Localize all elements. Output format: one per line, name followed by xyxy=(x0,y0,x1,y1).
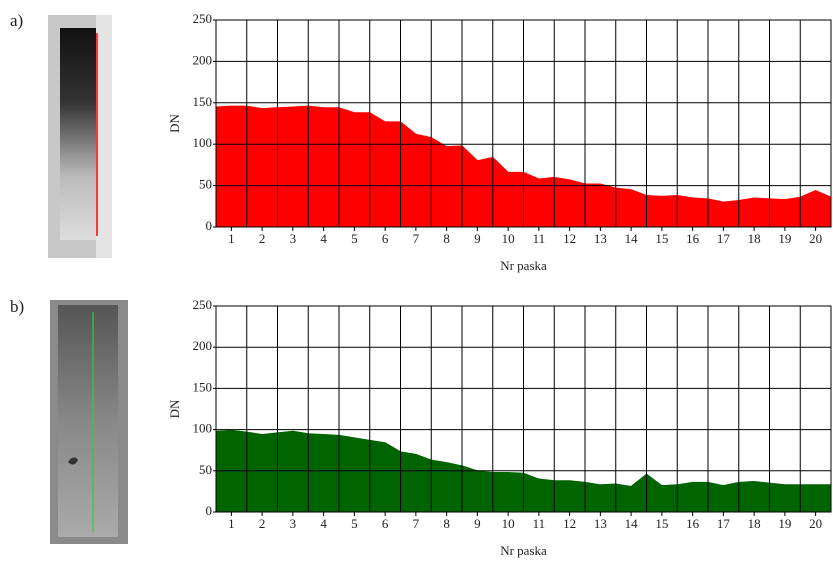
y-tick-label: 250 xyxy=(193,297,213,312)
x-tick-label: 3 xyxy=(290,231,297,246)
y-tick-label: 50 xyxy=(199,177,212,192)
x-tick-label: 4 xyxy=(320,231,327,246)
x-tick-label: 5 xyxy=(351,231,358,246)
x-tick-label: 10 xyxy=(502,231,515,246)
y-tick-label: 200 xyxy=(193,338,213,353)
x-tick-label: 2 xyxy=(259,231,266,246)
panel-label: b) xyxy=(10,297,24,316)
x-tick-label: 12 xyxy=(563,231,576,246)
x-tick-label: 2 xyxy=(259,516,266,531)
x-tick-label: 11 xyxy=(533,516,546,531)
x-tick-label: 15 xyxy=(655,516,668,531)
x-axis-title: Nr paska xyxy=(500,258,547,273)
x-tick-label: 3 xyxy=(290,516,297,531)
y-tick-label: 150 xyxy=(193,379,213,394)
x-tick-label: 6 xyxy=(382,231,389,246)
x-tick-label: 13 xyxy=(594,231,607,246)
x-tick-label: 18 xyxy=(748,231,761,246)
panel-label: a) xyxy=(10,11,23,30)
y-tick-label: 250 xyxy=(193,11,213,26)
strip-image-b xyxy=(50,300,128,544)
x-tick-label: 7 xyxy=(413,516,420,531)
x-tick-label: 17 xyxy=(717,231,731,246)
x-tick-label: 19 xyxy=(778,231,791,246)
figure: a)05010015020025012345678910111213141516… xyxy=(0,0,833,561)
x-tick-label: 14 xyxy=(625,516,639,531)
y-tick-label: 100 xyxy=(193,135,213,150)
x-tick-label: 7 xyxy=(413,231,420,246)
y-tick-label: 150 xyxy=(193,94,213,109)
x-tick-label: 11 xyxy=(533,231,546,246)
strip-image-a xyxy=(48,15,112,258)
x-tick-label: 4 xyxy=(320,516,327,531)
x-tick-label: 1 xyxy=(228,516,235,531)
x-tick-label: 19 xyxy=(778,516,791,531)
x-tick-label: 5 xyxy=(351,516,358,531)
y-tick-label: 0 xyxy=(206,503,213,518)
x-tick-label: 1 xyxy=(228,231,235,246)
x-tick-label: 14 xyxy=(625,231,639,246)
x-tick-label: 8 xyxy=(443,516,450,531)
y-axis-title: DN xyxy=(167,399,182,418)
y-axis-title: DN xyxy=(167,114,182,133)
y-tick-label: 100 xyxy=(193,421,213,436)
y-tick-label: 50 xyxy=(199,462,212,477)
x-tick-label: 10 xyxy=(502,516,515,531)
x-tick-label: 20 xyxy=(809,231,822,246)
y-tick-label: 0 xyxy=(206,218,213,233)
x-tick-label: 17 xyxy=(717,516,731,531)
x-tick-label: 9 xyxy=(474,516,481,531)
x-tick-label: 13 xyxy=(594,516,607,531)
x-tick-label: 6 xyxy=(382,516,389,531)
x-tick-label: 18 xyxy=(748,516,761,531)
x-tick-label: 9 xyxy=(474,231,481,246)
x-tick-label: 12 xyxy=(563,516,576,531)
x-tick-label: 15 xyxy=(655,231,668,246)
x-tick-label: 8 xyxy=(443,231,450,246)
y-tick-label: 200 xyxy=(193,52,213,67)
x-axis-title: Nr paska xyxy=(500,543,547,558)
x-tick-label: 16 xyxy=(686,516,700,531)
x-tick-label: 16 xyxy=(686,231,700,246)
x-tick-label: 20 xyxy=(809,516,822,531)
